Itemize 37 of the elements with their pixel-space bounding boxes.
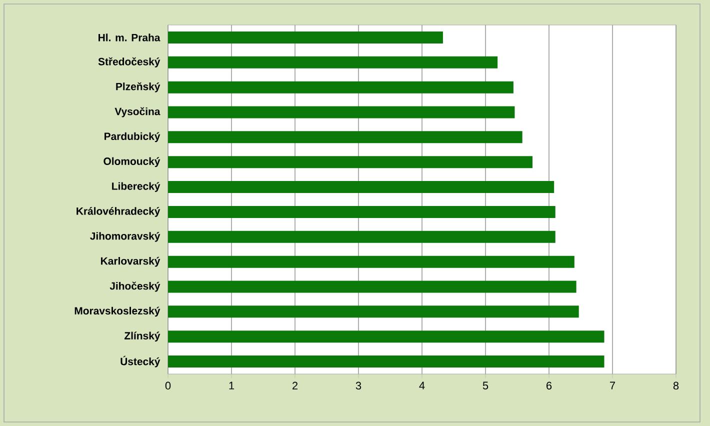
y-tick-label: Hl. m. Praha	[98, 34, 160, 42]
bar	[168, 81, 514, 94]
bar	[168, 131, 522, 144]
x-tick-label: 4	[419, 382, 425, 390]
x-tick-label: 3	[356, 382, 362, 390]
x-tick-label: 2	[292, 382, 298, 390]
bar	[168, 306, 579, 318]
x-tick-label: 8	[673, 382, 679, 390]
bar	[168, 181, 554, 194]
y-tick-label: Olomoucký	[104, 157, 160, 168]
y-tick-label: Zlínský	[124, 332, 160, 342]
bar	[168, 156, 532, 168]
x-tick-label: 7	[610, 382, 616, 390]
x-tick-label: 0	[165, 382, 171, 390]
y-tick-label: Jihomoravský	[90, 232, 160, 242]
bar	[168, 31, 443, 44]
bar	[168, 230, 556, 243]
y-tick-label: Jihočeský	[110, 282, 160, 292]
y-tick-label: Vysočina	[114, 107, 160, 118]
x-tick-label: 6	[546, 382, 552, 390]
bar	[168, 256, 574, 268]
y-tick-label: Moravskoslezský	[74, 306, 160, 317]
bar	[168, 206, 556, 218]
y-tick-label: Plzeňský	[116, 82, 160, 92]
x-tick-label: 1	[229, 382, 234, 390]
y-tick-label: Středočeský	[98, 57, 160, 68]
x-tick-label: 5	[482, 382, 488, 390]
bar	[168, 356, 604, 368]
bar	[168, 106, 515, 118]
y-tick-label: Liberecký	[112, 182, 160, 192]
bar	[168, 280, 576, 293]
y-tick-label: Pardubický	[104, 132, 160, 142]
y-tick-label: Královéhradecký	[76, 207, 160, 217]
y-tick-label: Ústecký	[120, 356, 160, 368]
y-tick-label: Karlovarský	[101, 256, 160, 267]
bar	[168, 330, 604, 343]
bar	[168, 56, 498, 68]
